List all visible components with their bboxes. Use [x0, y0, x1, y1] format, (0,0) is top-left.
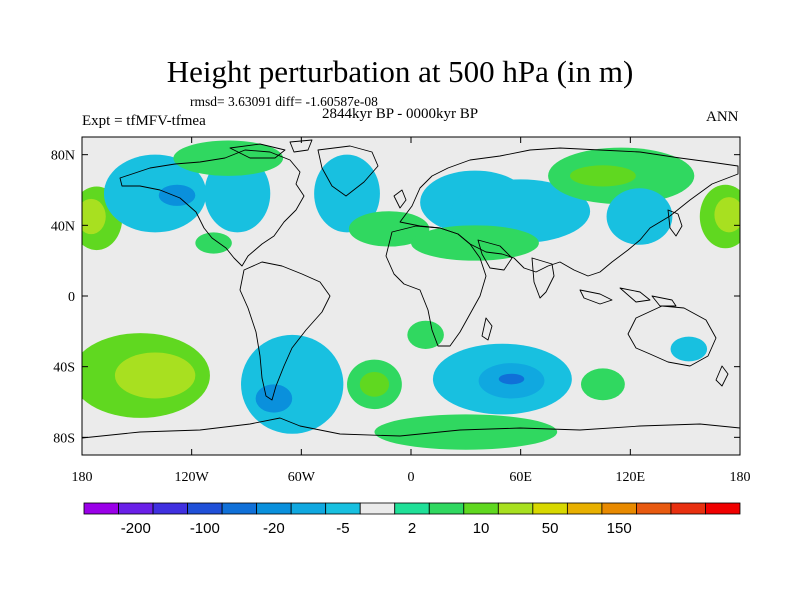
coast-north-america [119, 149, 305, 267]
y-tick-label: 40N [51, 219, 75, 234]
region-green-arabia [411, 225, 539, 261]
colorbar-swatch [705, 502, 741, 515]
x-tick-label: 180 [72, 470, 93, 485]
y-tick-label: 40S [53, 361, 75, 376]
colorbar-label: 2 [408, 520, 416, 537]
coast-south-america [239, 261, 331, 401]
x-tick-label: 60E [509, 470, 532, 485]
colorbar-swatch [670, 502, 706, 515]
period-label: 2844kyr BP - 0000kyr BP [322, 106, 479, 122]
colorbar-swatch [566, 502, 603, 515]
colorbar-swatch [325, 502, 361, 515]
coast-arabia [477, 239, 513, 271]
region-yellow-south-atlantic [359, 371, 390, 397]
region-cyan-south-america [241, 334, 344, 434]
region-green-canadian-arctic [173, 140, 284, 176]
colorbar-label: -200 [121, 520, 151, 537]
colorbar-label: -5 [336, 520, 349, 537]
y-tick-label: 0 [68, 290, 75, 305]
colorbar-swatch [83, 502, 119, 515]
coast-madagascar [481, 317, 493, 341]
x-tick-label: 180 [730, 470, 751, 485]
colorbar-swatch [463, 502, 499, 515]
coast-japan [667, 209, 683, 237]
coast-arctic-islands [229, 139, 313, 159]
x-tick-label: 0 [408, 470, 415, 485]
colorbar-swatch [428, 502, 465, 515]
coastlines [82, 139, 740, 439]
colorbar-label: 10 [473, 520, 490, 537]
colorbar: -200 -100 -20 -5 2 10 50 150 [83, 502, 741, 537]
region-cyan-east-asia [606, 188, 673, 245]
colorbar-swatch [497, 502, 534, 515]
colorbar-swatch [394, 502, 430, 515]
coast-eurasia [399, 147, 739, 277]
region-green-south-atlantic-north [407, 320, 444, 349]
region-darkblue-indian-ocean [498, 373, 525, 385]
colorbar-swatch [601, 502, 637, 515]
coast-new-zealand [715, 365, 729, 387]
coast-indonesia [579, 287, 677, 307]
coast-australia [627, 305, 717, 367]
region-yellow-south-pacific [114, 352, 196, 399]
region-yellow-north-pacific-west [82, 198, 106, 235]
colorbar-label: 150 [607, 520, 632, 537]
region-green-arctic-eurasia-core [570, 165, 636, 187]
colorbar-swatch [221, 502, 258, 515]
colorbar-label: -20 [263, 520, 285, 537]
colorbar-swatch [532, 502, 568, 515]
region-green-antarctic [374, 414, 558, 450]
region-blue-alaska [158, 184, 196, 206]
chart-title: Height perturbation at 500 hPa (in m) [166, 54, 634, 89]
experiment-label: Expt = tfMFV-tfmea [82, 113, 206, 129]
region-cyan-north-atlantic [314, 154, 380, 233]
colorbar-swatch [290, 502, 327, 515]
y-tick-label: 80S [53, 431, 75, 446]
region-blue-south-america [255, 384, 293, 413]
region-green-north-atlantic [348, 211, 430, 247]
anomaly-layer [82, 140, 740, 450]
season-label: ANN [706, 109, 739, 125]
colorbar-label: 50 [542, 520, 559, 537]
colorbar-swatch [187, 502, 223, 515]
colorbar-swatch [359, 502, 396, 515]
region-cyan-north-pacific [103, 154, 207, 233]
coast-greenland [317, 145, 379, 197]
colorbar-label: -100 [190, 520, 220, 537]
axes: 180 120W 60W 0 60E 120E 180 80N 40N 0 40S 80S [51, 136, 751, 485]
coast-uk [393, 189, 407, 209]
x-tick-label: 120E [616, 470, 646, 485]
colorbar-swatch [636, 502, 672, 515]
region-cyan-south-pacific-east [670, 336, 708, 362]
coast-antarctica [82, 417, 740, 439]
rmsd-stats: rmsd= 3.63091 diff= -1.60587e-08 [190, 94, 378, 109]
y-tick-label: 80N [51, 149, 75, 164]
coast-india [531, 257, 555, 299]
colorbar-swatch [256, 502, 292, 515]
x-tick-label: 60W [288, 470, 316, 485]
region-yellow-north-pacific-east [714, 197, 740, 233]
region-green-south-indian [580, 368, 625, 401]
x-tick-label: 120W [175, 470, 210, 485]
colorbar-swatch [118, 502, 154, 515]
colorbar-swatch [152, 502, 188, 515]
region-green-tropical-america [195, 232, 232, 254]
